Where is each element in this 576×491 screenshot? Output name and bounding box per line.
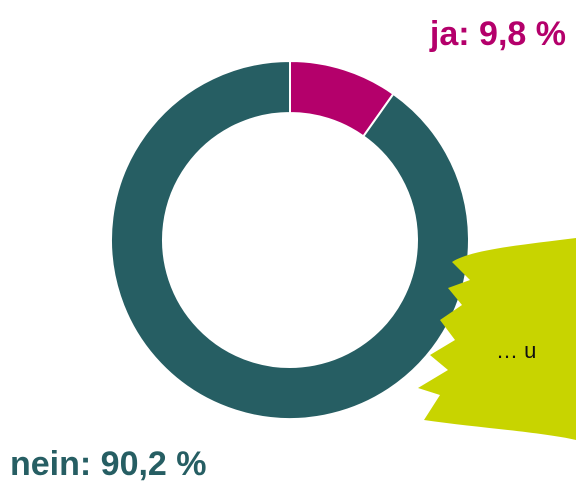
data-label: ja: 9,8 % [429,15,566,53]
chart: … u ja: 9,8 % nein: 90,2 % [0,0,576,491]
donut-segment [111,61,469,419]
data-label: nein: 90,2 % [10,445,207,483]
annotation: … u [496,338,536,363]
